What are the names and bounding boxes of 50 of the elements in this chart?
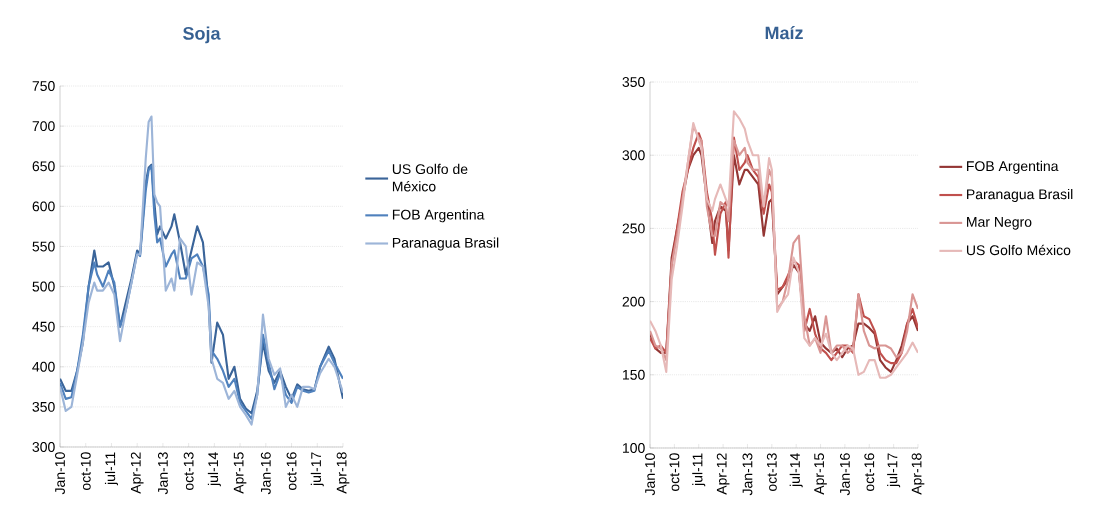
- chart-title: Maíz: [765, 25, 803, 40]
- y-tick-label: 650: [32, 161, 55, 172]
- y-tick-label: 100: [623, 443, 645, 453]
- legend-label: Mar Negro: [967, 217, 1032, 230]
- x-tick-label: Apr-15: [814, 453, 827, 495]
- x-tick-label: oct-10: [80, 452, 91, 491]
- y-tick-label: 700: [32, 121, 55, 132]
- chart-title: Soja: [183, 26, 221, 44]
- y-tick-label: 300: [622, 150, 645, 161]
- y-tick-label: 200: [622, 296, 645, 307]
- x-tick-label: oct-16: [286, 452, 297, 491]
- x-tick-label: jul-17: [310, 452, 324, 487]
- x-tick-label: Jan-16: [839, 453, 850, 496]
- y-tick-label: 550: [32, 241, 55, 252]
- x-tick-label: oct-13: [766, 453, 777, 492]
- x-tick-label: Apr-15: [233, 452, 247, 494]
- line-series: [60, 115, 343, 426]
- x-tick-label: Jan-10: [645, 453, 655, 496]
- x-tick-label: oct-10: [669, 453, 680, 492]
- legend-label: US Golfo de México: [392, 163, 468, 192]
- y-tick-label: 300: [32, 442, 55, 452]
- x-tick-label: Jan-13: [742, 453, 753, 496]
- x-tick-label: jul-17: [887, 453, 901, 488]
- x-tick-label: oct-13: [183, 452, 194, 491]
- y-tick-label: 600: [32, 201, 55, 212]
- y-tick-label: 350: [32, 401, 55, 412]
- x-tick-label: Apr-12: [130, 452, 144, 494]
- y-tick-label: 450: [32, 321, 55, 332]
- y-tick-label: 500: [32, 281, 55, 292]
- legend-label: Paranagua Brasil: [392, 237, 499, 251]
- x-tick-label: Apr-18: [336, 452, 350, 494]
- x-tick-label: Apr-12: [716, 453, 730, 495]
- y-tick-label: 250: [622, 223, 645, 234]
- legend-label: US Golfo México: [966, 244, 1071, 256]
- x-tick-label: Jan-16: [260, 452, 271, 495]
- y-tick-label: 150: [623, 369, 645, 380]
- x-tick-label: oct-16: [864, 453, 875, 492]
- x-tick-label: jul-14: [207, 452, 221, 487]
- x-tick-label: Jan-13: [157, 452, 168, 495]
- x-tick-label: jul-14: [789, 453, 803, 488]
- legend-label: FOB Argentina: [967, 160, 1059, 174]
- x-tick-label: jul-11: [104, 452, 118, 486]
- x-tick-label: jul-11: [692, 453, 706, 487]
- y-tick-label: 750: [32, 81, 55, 91]
- legend-label: Paranagua Brasil: [967, 188, 1073, 202]
- y-tick-label: 350: [622, 77, 645, 87]
- x-tick-label: Apr-18: [911, 453, 925, 495]
- x-tick-label: Jan-10: [55, 452, 65, 495]
- y-tick-label: 400: [32, 361, 55, 372]
- legend-label: FOB Argentina: [392, 209, 485, 223]
